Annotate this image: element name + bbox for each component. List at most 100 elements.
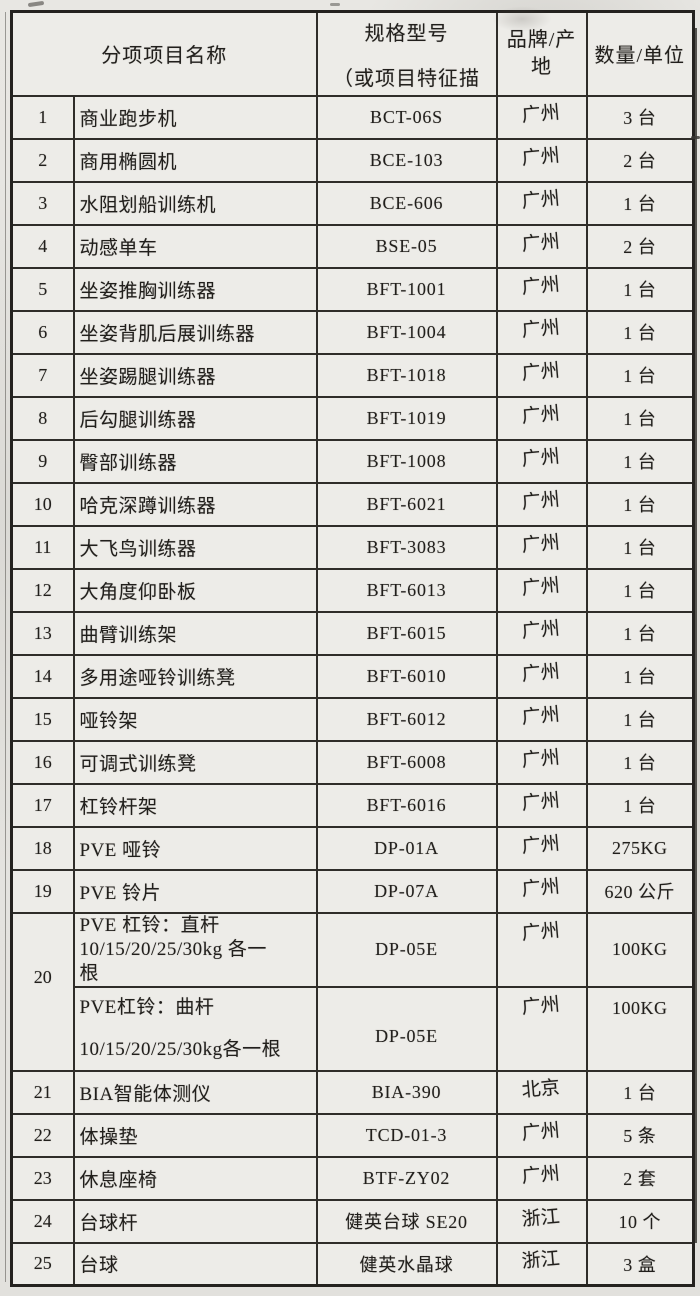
model-cell: BFT-6008 [315, 739, 498, 785]
spec-header-line2: （或项目特征描 [333, 67, 480, 90]
table-row: 2 商用椭圆机 BCE-103 广州 2 台 [10, 137, 695, 183]
origin-text: 广州 [521, 488, 562, 514]
table-row: 4 动感单车 BSE-05 广州 2 台 [10, 223, 695, 269]
table-row: 22 体操垫 TCD-01-3 广州 5 条 [10, 1112, 695, 1158]
table-row: 9 臀部训练器 BFT-1008 广州 1 台 [10, 438, 695, 484]
item-name-cell: 商用椭圆机 [72, 137, 318, 183]
origin-text: 广州 [521, 144, 562, 170]
origin-text: 广州 [521, 789, 562, 815]
qty-unit-cell: 100KG [585, 911, 695, 988]
row-number-cell: 2 [10, 137, 75, 183]
origin-text: 广州 [521, 402, 562, 428]
row-number-cell: 9 [10, 438, 75, 484]
qty-unit-cell: 3 盒 [585, 1241, 695, 1287]
origin-cell: 广州 [495, 868, 588, 914]
qty-unit-cell: 10 个 [585, 1198, 695, 1244]
row-number-cell: 21 [10, 1069, 75, 1115]
origin-cell: 浙江 [495, 1241, 588, 1287]
model-cell: BSE-05 [315, 223, 498, 269]
table-row: 5 坐姿推胸训练器 BFT-1001 广州 1 台 [10, 266, 695, 312]
spec-header-line1: 规格型号 [364, 22, 449, 45]
row-number-cell: 24 [10, 1198, 75, 1244]
qty-unit-cell: 1 台 [585, 438, 695, 484]
scan-smudge-artifact [492, 6, 552, 32]
origin-text: 广州 [521, 445, 562, 471]
qty-unit-cell: 275KG [585, 825, 695, 871]
table-row: 8 后勾腿训练器 BFT-1019 广州 1 台 [10, 395, 695, 441]
model-cell: BFT-1018 [315, 352, 498, 398]
model-cell: BFT-3083 [315, 524, 498, 570]
item-name-line: 10/15/20/25/30kg 各一 [79, 938, 267, 960]
cut-off-column-border [695, 28, 697, 1243]
model-cell: BFT-1001 [315, 266, 498, 312]
table-row: PVE杠铃：曲杆 10/15/20/25/30kg各一根 DP-05E 广州 100KG [12, 985, 695, 1072]
column-header-spec-model: 规格型号 （或项目特征描 [315, 10, 498, 97]
table-row: 23 休息座椅 BTF-ZY02 广州 2 套 [10, 1155, 695, 1201]
item-name-cell: 多用途哑铃训练凳 [72, 653, 318, 699]
origin-cell: 广州 [495, 782, 588, 828]
row-number-cell: 17 [10, 782, 75, 828]
origin-cell: 广州 [495, 438, 588, 484]
table-row: 12 大角度仰卧板 BFT-6013 广州 1 台 [10, 567, 695, 613]
qty-unit-cell: 1 台 [585, 395, 695, 441]
origin-cell: 广州 [495, 1155, 588, 1201]
origin-cell: 广州 [495, 223, 588, 269]
model-cell: 健英水晶球 [315, 1241, 498, 1287]
model-cell: DP-05E [315, 911, 498, 988]
qty-unit-cell: 1 台 [585, 266, 695, 312]
column-header-brand-origin: 品牌/产 地 [495, 10, 588, 97]
model-cell: BFT-1004 [315, 309, 498, 355]
qty-unit-cell: 1 台 [585, 739, 695, 785]
item-name-cell: 可调式训练凳 [72, 739, 318, 785]
item-name-line: PVE杠铃：曲杆 [79, 996, 215, 1018]
origin-text: 广州 [521, 187, 562, 213]
origin-cell: 广州 [495, 180, 588, 226]
row-number-cell: 6 [10, 309, 75, 355]
row-number-cell: 23 [10, 1155, 75, 1201]
table-row: 11 大飞鸟训练器 BFT-3083 广州 1 台 [10, 524, 695, 570]
table-row: 14 多用途哑铃训练凳 BFT-6010 广州 1 台 [10, 653, 695, 699]
table-row: 24 台球杆 健英台球 SE20 浙江 10 个 [10, 1198, 695, 1244]
origin-cell: 广州 [495, 266, 588, 312]
origin-cell: 广州 [495, 1112, 588, 1158]
origin-cell: 广州 [495, 696, 588, 742]
origin-cell: 广州 [495, 825, 588, 871]
column-header-qty-unit: 数量/单位 [585, 10, 695, 97]
qty-unit-cell: 1 台 [585, 696, 695, 742]
item-name-cell: PVE杠铃：曲杆 10/15/20/25/30kg各一根 [72, 985, 318, 1072]
origin-text: 广州 [521, 273, 562, 299]
row-number-cell: 25 [10, 1241, 75, 1287]
table-row: 18 PVE 哑铃 DP-01A 广州 275KG [10, 825, 695, 871]
item-name-cell: 后勾腿训练器 [72, 395, 318, 441]
item-name-cell: PVE 哑铃 [72, 825, 318, 871]
qty-unit-cell: 3 台 [585, 94, 695, 140]
origin-text: 广州 [521, 746, 562, 772]
origin-text: 广州 [521, 359, 562, 385]
origin-text: 广州 [521, 703, 562, 729]
row-number-cell: 16 [10, 739, 75, 785]
item-name-cell: 动感单车 [72, 223, 318, 269]
model-cell: DP-07A [315, 868, 498, 914]
qty-unit-cell: 1 台 [585, 180, 695, 226]
scan-speck-artifact [330, 3, 340, 6]
model-cell: BFT-1019 [315, 395, 498, 441]
item-name-cell: 台球杆 [72, 1198, 318, 1244]
table-header-row: 分项项目名称 规格型号 （或项目特征描 品牌/产 地 数量/单位 [10, 10, 695, 97]
origin-text: 北京 [521, 1076, 562, 1102]
item-name-cell: PVE 杠铃：直杆 10/15/20/25/30kg 各一根 [72, 911, 318, 988]
qty-unit-cell: 2 台 [585, 137, 695, 183]
table-row: 16 可调式训练凳 BFT-6008 广州 1 台 [10, 739, 695, 785]
brand-origin-header-line1: 品牌/产 [506, 28, 577, 51]
model-cell: DP-01A [315, 825, 498, 871]
item-name-cell: 商业跑步机 [72, 94, 318, 140]
table-row: 10 哈克深蹲训练器 BFT-6021 广州 1 台 [10, 481, 695, 527]
origin-cell: 广州 [495, 911, 588, 988]
row-number-cell: 22 [10, 1112, 75, 1158]
origin-cell: 北京 [495, 1069, 588, 1115]
origin-cell: 广州 [495, 653, 588, 699]
item-name-cell: 杠铃杆架 [72, 782, 318, 828]
model-cell: BFT-1008 [315, 438, 498, 484]
origin-cell: 广州 [495, 739, 588, 785]
column-header-item-name: 分项项目名称 [10, 10, 318, 97]
